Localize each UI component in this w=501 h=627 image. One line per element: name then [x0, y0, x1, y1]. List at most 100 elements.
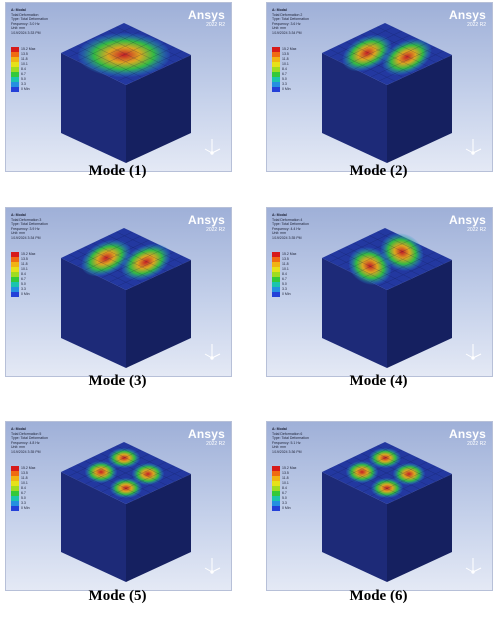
result-info-line: Total Deformation 2 — [272, 12, 303, 17]
legend-entry: 10.1 — [11, 62, 51, 67]
legend-label: 15.2 Max — [21, 252, 36, 256]
result-info: A: Modal Total Deformation 5 Type: Total D… — [11, 427, 71, 454]
legend-entry: 0 Min — [11, 506, 51, 511]
legend-entry: 11.8 — [11, 262, 51, 267]
legend-label: 3.3 — [21, 287, 26, 291]
legend-swatch — [11, 491, 19, 496]
legend-entry: 8.4 — [11, 67, 51, 72]
color-legend: 15.2 Max 13.5 11.8 10.1 8.4 6.7 5.0 3.3 0 Min — [272, 466, 312, 511]
legend-swatch — [272, 47, 280, 52]
legend-swatch — [11, 481, 19, 486]
legend-entry: 11.8 — [272, 57, 312, 62]
result-info-line: 1/19/2024 3:34 PM — [272, 30, 302, 35]
legend-entry: 10.1 — [272, 267, 312, 272]
legend-swatch — [272, 82, 280, 87]
result-info-line: Type: Total Deformation — [272, 17, 309, 21]
legend-entry: 15.2 Max — [11, 252, 51, 257]
legend-entry: 0 Min — [272, 292, 312, 297]
legend-entry: 15.2 Max — [272, 252, 312, 257]
legend-entry: 13.5 — [272, 52, 312, 57]
result-info-line: Type: Total Deformation — [11, 436, 48, 440]
result-info-line: A: Modal — [11, 8, 26, 12]
brand-version: 2022 R2 — [206, 22, 225, 28]
legend-label: 10.1 — [21, 481, 28, 485]
legend-label: 8.4 — [21, 486, 26, 490]
legend-swatch — [272, 496, 280, 501]
legend-label: 15.2 Max — [21, 47, 36, 51]
result-info-line: Frequency: 3.0 Hz — [11, 21, 40, 26]
legend-entry: 5.0 — [272, 77, 312, 82]
legend-swatch — [11, 282, 19, 287]
legend-label: 15.2 Max — [282, 47, 297, 51]
ansys-logo: Ansys 2022 R2 — [449, 214, 486, 233]
legend-swatch — [11, 262, 19, 267]
legend-entry: 11.8 — [11, 476, 51, 481]
legend-label: 15.2 Max — [282, 466, 297, 470]
cube-model — [61, 23, 221, 163]
legend-swatch — [272, 471, 280, 476]
color-legend: 15.2 Max 13.5 11.8 10.1 8.4 6.7 5.0 3.3 0 Min — [11, 466, 51, 511]
legend-entry: 6.7 — [272, 277, 312, 282]
mode-caption: Mode (3) — [88, 373, 147, 389]
brand-name: Ansys — [187, 427, 225, 441]
legend-swatch — [272, 481, 280, 486]
legend-entry: 15.2 Max — [11, 466, 51, 471]
legend-swatch — [272, 282, 280, 287]
legend-entry: 8.4 — [272, 272, 312, 277]
legend-swatch — [11, 62, 19, 67]
legend-entry: 11.8 — [272, 476, 312, 481]
legend-entry: 6.7 — [11, 277, 51, 282]
legend-label: 5.0 — [21, 282, 26, 286]
legend-label: 5.0 — [282, 77, 287, 81]
ansys-logo: Ansys 2022 R2 — [449, 9, 486, 28]
legend-label: 0 Min — [21, 506, 30, 510]
legend-label: 8.4 — [21, 272, 26, 276]
legend-swatch — [272, 277, 280, 282]
result-info-line: Unit: mm — [272, 26, 286, 30]
legend-label: 3.3 — [282, 501, 287, 505]
legend-label: 0 Min — [282, 87, 291, 91]
legend-label: 10.1 — [21, 267, 28, 271]
legend-label: 10.1 — [282, 267, 289, 271]
legend-entry: 8.4 — [272, 67, 312, 72]
brand-name: Ansys — [187, 8, 225, 22]
brand-name: Ansys — [448, 8, 486, 22]
axis-triad-icon — [204, 558, 221, 574]
legend-label: 8.4 — [282, 272, 287, 276]
legend-swatch — [11, 47, 19, 52]
result-info-line: A: Modal — [11, 427, 26, 431]
cube-model — [322, 228, 482, 368]
mode-caption: Mode (6) — [349, 588, 408, 604]
result-info-line: Total Deformation 3 — [11, 217, 42, 222]
legend-label: 6.7 — [282, 277, 287, 281]
axis-triad-icon — [465, 139, 482, 155]
legend-entry: 5.0 — [11, 77, 51, 82]
result-info-line: A: Modal — [272, 8, 287, 12]
legend-label: 11.8 — [21, 476, 28, 480]
legend-swatch — [272, 72, 280, 77]
ansys-logo: Ansys 2022 R2 — [188, 428, 225, 447]
brand-name: Ansys — [448, 427, 486, 441]
mode-viewport-1[interactable]: Ansys 2022 R2 A: Modal Total Deformation Typ… — [5, 2, 232, 172]
legend-swatch — [11, 252, 19, 257]
cube-model — [61, 228, 221, 368]
legend-entry: 3.3 — [11, 287, 51, 292]
legend-swatch — [11, 476, 19, 481]
brand-version: 2022 R2 — [206, 227, 225, 233]
result-info-line: Type: Total Deformation — [272, 436, 309, 440]
mode-caption: Mode (4) — [349, 373, 408, 389]
legend-swatch — [272, 262, 280, 267]
legend-label: 15.2 Max — [282, 252, 297, 256]
legend-swatch — [11, 292, 19, 297]
legend-swatch — [11, 67, 19, 72]
color-legend: 15.2 Max 13.5 11.8 10.1 8.4 6.7 5.0 3.3 0 Min — [11, 252, 51, 297]
result-info-line: Unit: mm — [272, 231, 286, 235]
result-info-line: Frequency: 4.4 Hz — [272, 226, 301, 231]
legend-label: 5.0 — [21, 77, 26, 81]
legend-entry: 13.5 — [272, 257, 312, 262]
